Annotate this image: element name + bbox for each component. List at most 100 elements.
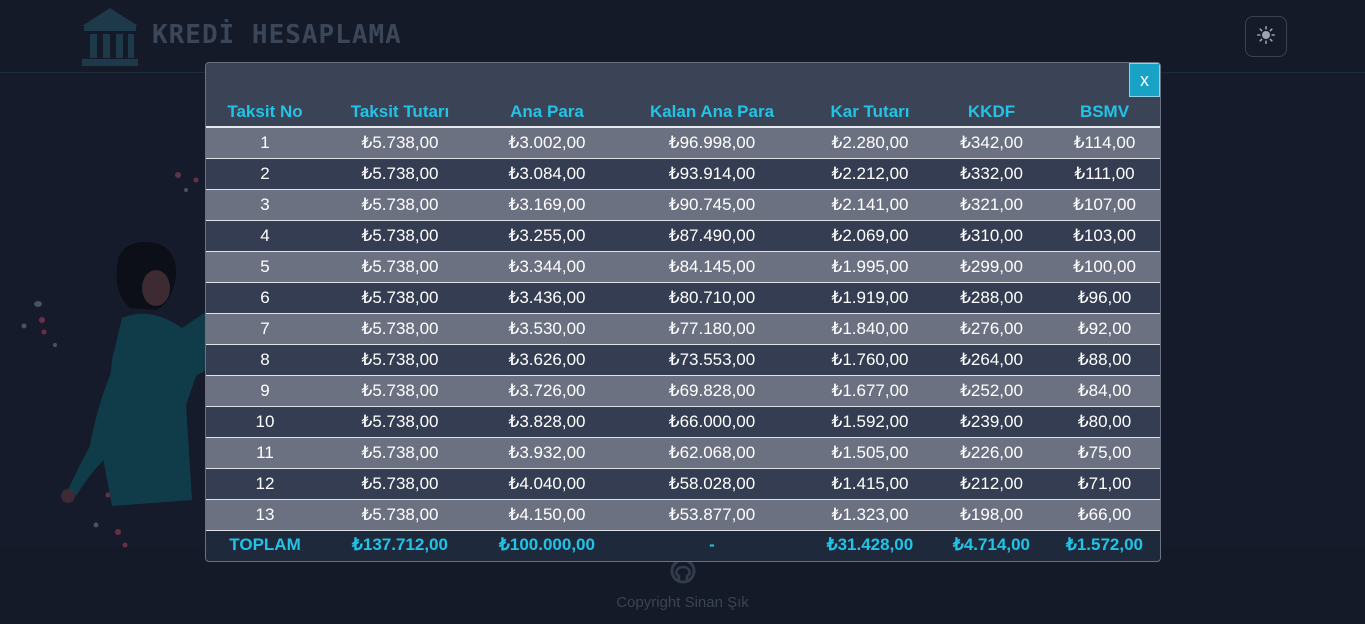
table-cell: ₺198,00 xyxy=(934,499,1049,531)
table-cell: ₺3.084,00 xyxy=(476,158,618,190)
column-header: Taksit Tutarı xyxy=(324,97,476,128)
table-cell: ₺1.995,00 xyxy=(806,251,934,283)
close-button[interactable]: x xyxy=(1129,63,1160,97)
table-cell: ₺5.738,00 xyxy=(324,158,476,190)
table-cell: 10 xyxy=(206,406,324,438)
table-cell: ₺71,00 xyxy=(1049,468,1160,500)
table-cell: ₺80,00 xyxy=(1049,406,1160,438)
table-cell: ₺299,00 xyxy=(934,251,1049,283)
table-cell: 1 xyxy=(206,127,324,159)
theme-toggle-button[interactable] xyxy=(1245,16,1287,57)
column-header: Ana Para xyxy=(476,97,618,128)
table-cell: ₺90.745,00 xyxy=(618,189,806,221)
table-cell: 13 xyxy=(206,499,324,531)
copyright-text: Copyright Sinan Şık xyxy=(616,594,749,611)
table-header-row: Taksit No Taksit Tutarı Ana Para Kalan A… xyxy=(206,97,1160,128)
table-cell: ₺5.738,00 xyxy=(324,468,476,500)
table-cell: ₺1.760,00 xyxy=(806,344,934,376)
person-illustration xyxy=(0,150,210,554)
table-cell: ₺5.738,00 xyxy=(324,499,476,531)
table-cell: ₺3.530,00 xyxy=(476,313,618,345)
table-cell: ₺288,00 xyxy=(934,282,1049,314)
table-cell: ₺5.738,00 xyxy=(324,220,476,252)
bank-icon xyxy=(80,6,140,72)
table-cell: ₺3.169,00 xyxy=(476,189,618,221)
table-cell: ₺310,00 xyxy=(934,220,1049,252)
table-cell: ₺3.255,00 xyxy=(476,220,618,252)
table-cell: ₺2.280,00 xyxy=(806,127,934,159)
table-cell: 4 xyxy=(206,220,324,252)
table-cell: ₺1.505,00 xyxy=(806,437,934,469)
table-cell: 7 xyxy=(206,313,324,345)
table-cell: ₺3.726,00 xyxy=(476,375,618,407)
table-cell: ₺3.436,00 xyxy=(476,282,618,314)
table-cell: ₺252,00 xyxy=(934,375,1049,407)
table-row: 3 ₺5.738,00 ₺3.169,00 ₺90.745,00 ₺2.141,00 ₺3… xyxy=(206,189,1160,221)
table-cell: ₺93.914,00 xyxy=(618,158,806,190)
table-cell: ₺239,00 xyxy=(934,406,1049,438)
app-title: KREDİ HESAPLAMA xyxy=(152,20,402,50)
table-cell: ₺92,00 xyxy=(1049,313,1160,345)
column-header: Kar Tutarı xyxy=(806,97,934,128)
table-cell: 8 xyxy=(206,344,324,376)
table-cell: ₺5.738,00 xyxy=(324,313,476,345)
table-row: 2 ₺5.738,00 ₺3.084,00 ₺93.914,00 ₺2.212,00 ₺3… xyxy=(206,158,1160,190)
table-cell: ₺5.738,00 xyxy=(324,406,476,438)
table-cell: ₺5.738,00 xyxy=(324,437,476,469)
table-cell: 12 xyxy=(206,468,324,500)
table-cell: ₺1.840,00 xyxy=(806,313,934,345)
column-header: BSMV xyxy=(1049,97,1160,128)
table-cell: ₺2.069,00 xyxy=(806,220,934,252)
table-row: 5 ₺5.738,00 ₺3.344,00 ₺84.145,00 ₺1.995,00 ₺2… xyxy=(206,251,1160,283)
navbar: KREDİ HESAPLAMA xyxy=(0,0,1365,73)
table-cell: 2 xyxy=(206,158,324,190)
table-cell: ₺80.710,00 xyxy=(618,282,806,314)
table-row: 12 ₺5.738,00 ₺4.040,00 ₺58.028,00 ₺1.415,00 ₺… xyxy=(206,468,1160,500)
table-cell: ₺62.068,00 xyxy=(618,437,806,469)
table-cell: ₺100,00 xyxy=(1049,251,1160,283)
table-row: 6 ₺5.738,00 ₺3.436,00 ₺80.710,00 ₺1.919,00 ₺2… xyxy=(206,282,1160,314)
table-cell: 3 xyxy=(206,189,324,221)
table-cell: ₺5.738,00 xyxy=(324,127,476,159)
table-cell: ₺5.738,00 xyxy=(324,251,476,283)
table-cell: ₺53.877,00 xyxy=(618,499,806,531)
table-row: 4 ₺5.738,00 ₺3.255,00 ₺87.490,00 ₺2.069,00 ₺3… xyxy=(206,220,1160,252)
table-cell: ₺4.150,00 xyxy=(476,499,618,531)
table-cell: ₺3.344,00 xyxy=(476,251,618,283)
table-cell: ₺212,00 xyxy=(934,468,1049,500)
table-cell: ₺1.323,00 xyxy=(806,499,934,531)
table-cell: ₺111,00 xyxy=(1049,158,1160,190)
table-cell: ₺3.828,00 xyxy=(476,406,618,438)
table-cell: ₺2.212,00 xyxy=(806,158,934,190)
table-cell: ₺88,00 xyxy=(1049,344,1160,376)
totals-cell: ₺31.428,00 xyxy=(806,530,934,560)
table-row: 9 ₺5.738,00 ₺3.726,00 ₺69.828,00 ₺1.677,00 ₺2… xyxy=(206,375,1160,407)
github-icon[interactable] xyxy=(670,558,696,588)
table-cell: ₺107,00 xyxy=(1049,189,1160,221)
table-cell: ₺75,00 xyxy=(1049,437,1160,469)
table-cell: ₺84,00 xyxy=(1049,375,1160,407)
table-cell: ₺103,00 xyxy=(1049,220,1160,252)
table-cell: 11 xyxy=(206,437,324,469)
table-cell: ₺2.141,00 xyxy=(806,189,934,221)
table-cell: ₺226,00 xyxy=(934,437,1049,469)
table-cell: ₺4.040,00 xyxy=(476,468,618,500)
table-cell: ₺1.919,00 xyxy=(806,282,934,314)
table-cell: ₺3.626,00 xyxy=(476,344,618,376)
table-cell: ₺321,00 xyxy=(934,189,1049,221)
table-row: 11 ₺5.738,00 ₺3.932,00 ₺62.068,00 ₺1.505,00 ₺… xyxy=(206,437,1160,469)
totals-cell: ₺100.000,00 xyxy=(476,530,618,560)
table-cell: ₺66,00 xyxy=(1049,499,1160,531)
table-cell: ₺1.677,00 xyxy=(806,375,934,407)
table-cell: ₺69.828,00 xyxy=(618,375,806,407)
table-cell: ₺58.028,00 xyxy=(618,468,806,500)
table-cell: ₺87.490,00 xyxy=(618,220,806,252)
totals-cell: ₺1.572,00 xyxy=(1049,530,1160,560)
table-cell: ₺5.738,00 xyxy=(324,344,476,376)
table-cell: ₺332,00 xyxy=(934,158,1049,190)
table-cell: ₺1.592,00 xyxy=(806,406,934,438)
sun-icon xyxy=(1257,25,1276,48)
table-cell: ₺264,00 xyxy=(934,344,1049,376)
column-header: Taksit No xyxy=(206,97,324,128)
column-header: Kalan Ana Para xyxy=(618,97,806,128)
